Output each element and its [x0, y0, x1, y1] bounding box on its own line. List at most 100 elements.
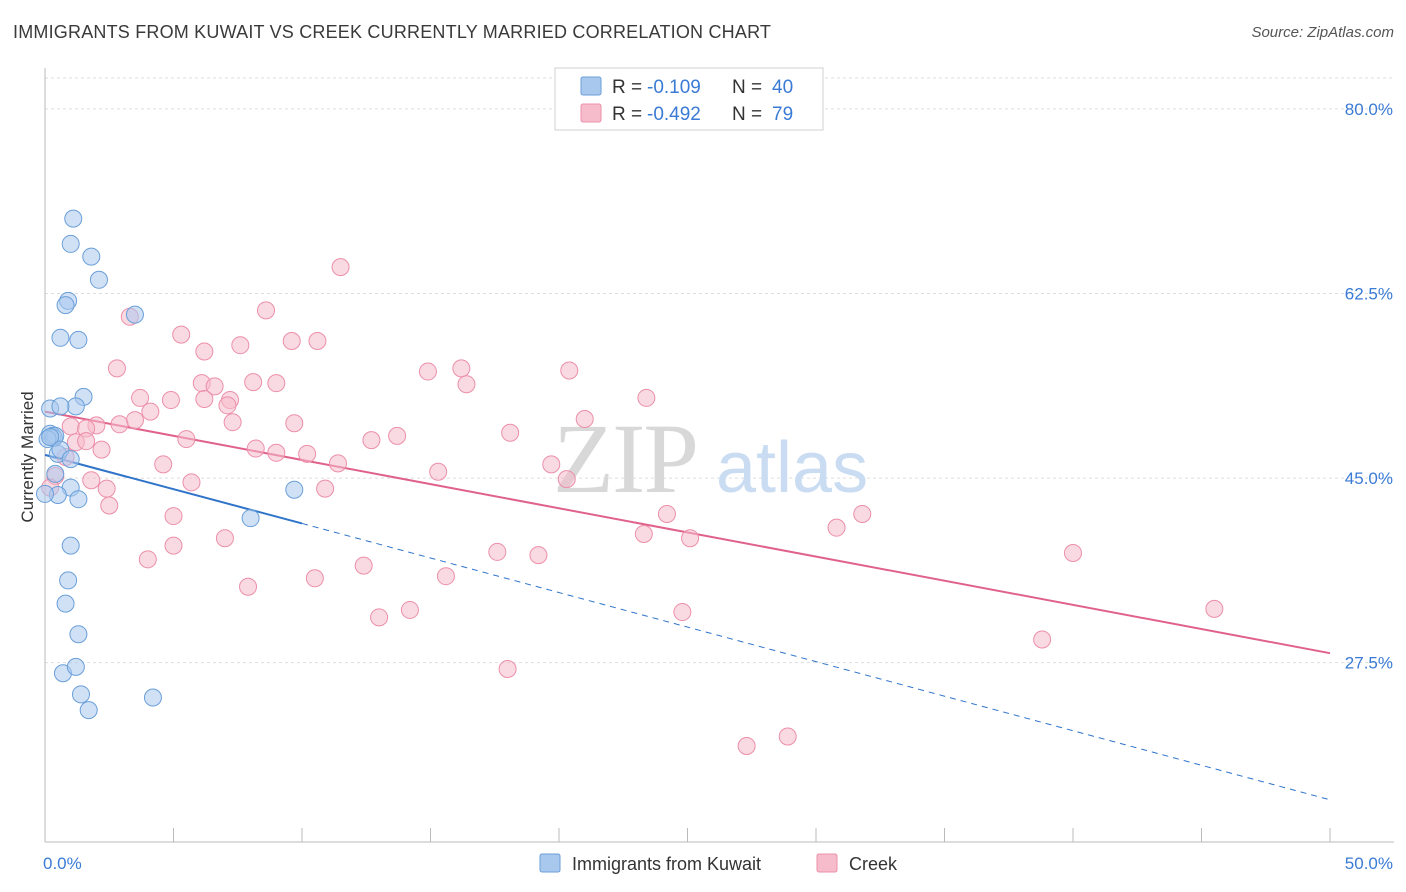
- creek-point[interactable]: [110, 415, 129, 434]
- creek-point[interactable]: [498, 660, 517, 679]
- creek-point[interactable]: [82, 471, 101, 490]
- creek-point[interactable]: [92, 440, 111, 459]
- creek-point[interactable]: [316, 479, 335, 498]
- kuwait-point[interactable]: [241, 509, 260, 528]
- creek-point[interactable]: [331, 258, 350, 277]
- kuwait-point[interactable]: [36, 484, 54, 503]
- creek-point[interactable]: [215, 529, 234, 548]
- creek-point[interactable]: [285, 414, 304, 433]
- kuwait-point[interactable]: [79, 701, 98, 720]
- creek-point[interactable]: [400, 600, 419, 619]
- creek-point[interactable]: [388, 426, 407, 445]
- creek-point[interactable]: [308, 331, 327, 350]
- creek-point[interactable]: [778, 727, 797, 746]
- creek-point[interactable]: [827, 518, 846, 537]
- kuwait-point[interactable]: [51, 397, 70, 416]
- creek-point[interactable]: [737, 737, 756, 756]
- x-tick-label: 0.0%: [43, 854, 82, 873]
- creek-point[interactable]: [138, 550, 157, 569]
- kuwait-point[interactable]: [143, 688, 162, 707]
- creek-point[interactable]: [125, 411, 144, 430]
- kuwait-point[interactable]: [89, 270, 108, 289]
- legend-swatch-creek: [580, 103, 602, 123]
- creek-point[interactable]: [370, 608, 389, 627]
- creek-point[interactable]: [529, 546, 548, 565]
- creek-point[interactable]: [177, 430, 196, 449]
- creek-point[interactable]: [681, 529, 700, 548]
- creek-point[interactable]: [61, 417, 80, 436]
- kuwait-point[interactable]: [82, 247, 101, 266]
- creek-point[interactable]: [100, 496, 119, 515]
- creek-point[interactable]: [501, 423, 520, 442]
- creek-point[interactable]: [354, 556, 373, 575]
- creek-point[interactable]: [1205, 599, 1224, 618]
- creek-point[interactable]: [223, 413, 242, 432]
- creek-point[interactable]: [328, 454, 347, 473]
- kuwait-point[interactable]: [41, 427, 60, 446]
- kuwait-point[interactable]: [56, 296, 75, 315]
- creek-point[interactable]: [560, 361, 579, 380]
- creek-point[interactable]: [107, 359, 126, 378]
- creek-point[interactable]: [457, 375, 476, 394]
- kuwait-point[interactable]: [59, 571, 78, 590]
- creek-point[interactable]: [637, 388, 656, 407]
- creek-point[interactable]: [205, 377, 224, 396]
- creek-point[interactable]: [267, 374, 286, 393]
- kuwait-point[interactable]: [61, 450, 80, 469]
- creek-point[interactable]: [282, 331, 301, 350]
- creek-point[interactable]: [436, 567, 455, 586]
- creek-point[interactable]: [257, 301, 276, 320]
- creek-point[interactable]: [246, 439, 265, 458]
- kuwait-point[interactable]: [61, 536, 80, 555]
- creek-point[interactable]: [77, 432, 96, 451]
- kuwait-point[interactable]: [51, 328, 70, 347]
- kuwait-point[interactable]: [56, 594, 75, 613]
- creek-point[interactable]: [557, 470, 576, 489]
- creek-point[interactable]: [164, 536, 183, 555]
- kuwait-point[interactable]: [64, 209, 83, 228]
- creek-point[interactable]: [673, 603, 692, 622]
- creek-point[interactable]: [542, 455, 561, 474]
- creek-point[interactable]: [418, 362, 437, 381]
- watermark-zip: ZIP: [553, 403, 697, 514]
- creek-point[interactable]: [267, 443, 286, 462]
- creek-point[interactable]: [1033, 630, 1052, 649]
- creek-point[interactable]: [172, 325, 191, 344]
- kuwait-point[interactable]: [69, 625, 88, 644]
- kuwait-point[interactable]: [46, 464, 65, 483]
- creek-point[interactable]: [97, 479, 116, 498]
- kuwait-point[interactable]: [61, 234, 80, 253]
- y-tick-label: 62.5%: [1345, 285, 1393, 304]
- creek-point[interactable]: [1064, 543, 1082, 562]
- kuwait-point[interactable]: [69, 330, 88, 349]
- creek-point[interactable]: [141, 402, 160, 421]
- creek-point[interactable]: [305, 569, 324, 588]
- kuwait-point[interactable]: [66, 657, 85, 676]
- creek-point[interactable]: [231, 336, 250, 355]
- creek-point[interactable]: [239, 577, 258, 596]
- creek-point[interactable]: [195, 389, 214, 408]
- kuwait-point[interactable]: [66, 397, 85, 416]
- creek-point[interactable]: [634, 525, 653, 543]
- kuwait-point[interactable]: [71, 685, 90, 704]
- creek-point[interactable]: [853, 504, 872, 523]
- kuwait-point[interactable]: [125, 305, 144, 324]
- creek-point[interactable]: [362, 431, 381, 450]
- creek-point[interactable]: [452, 359, 471, 378]
- creek-point[interactable]: [488, 542, 507, 561]
- creek-point[interactable]: [218, 396, 237, 415]
- creek-point[interactable]: [244, 373, 263, 392]
- creek-point[interactable]: [131, 388, 150, 407]
- creek-point[interactable]: [154, 455, 173, 474]
- creek-point[interactable]: [298, 444, 317, 463]
- legend-r-value: -0.109: [647, 77, 701, 98]
- kuwait-point[interactable]: [285, 480, 304, 499]
- creek-point[interactable]: [195, 342, 214, 361]
- creek-point[interactable]: [575, 410, 594, 429]
- creek-point[interactable]: [657, 504, 676, 523]
- creek-point[interactable]: [161, 391, 180, 410]
- creek-point[interactable]: [164, 507, 183, 526]
- creek-point[interactable]: [429, 462, 448, 481]
- kuwait-point[interactable]: [69, 490, 88, 509]
- creek-point[interactable]: [182, 473, 201, 492]
